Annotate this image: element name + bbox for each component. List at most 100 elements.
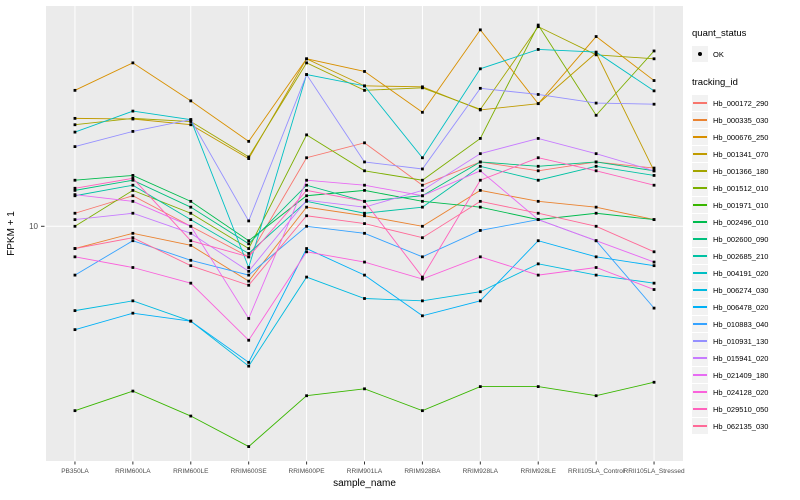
legend-item-label: Hb_001341_070 <box>713 149 769 159</box>
data-point <box>305 194 308 198</box>
data-point <box>363 160 366 164</box>
data-point <box>363 88 366 92</box>
data-point <box>421 224 424 228</box>
data-point <box>421 255 424 259</box>
data-point <box>131 231 135 235</box>
line-swatch-icon <box>692 299 708 315</box>
data-point <box>305 250 308 254</box>
legend-item-label: Hb_001971_010 <box>713 200 769 210</box>
legend-item-Hb_006274_030: Hb_006274_030 <box>692 282 798 298</box>
x-tick-label: RRIM928BA <box>404 468 441 475</box>
data-point <box>421 183 424 187</box>
data-point <box>421 314 424 318</box>
data-point <box>73 247 77 250</box>
line-swatch-icon <box>692 112 708 128</box>
data-point <box>594 255 598 259</box>
data-point <box>73 178 77 182</box>
legend-item-Hb_004191_020: Hb_004191_020 <box>692 265 798 281</box>
data-point <box>478 28 482 32</box>
data-point <box>363 387 366 391</box>
data-point <box>131 299 135 303</box>
data-point <box>131 211 135 215</box>
data-point <box>189 281 193 285</box>
data-point <box>247 266 251 269</box>
data-point <box>73 145 77 148</box>
data-point <box>189 118 193 122</box>
data-point <box>594 266 598 269</box>
data-point <box>363 199 366 203</box>
data-point <box>652 288 656 291</box>
legend-item-Hb_001341_070: Hb_001341_070 <box>692 146 798 162</box>
data-point <box>421 199 424 203</box>
data-point <box>73 328 77 332</box>
data-point <box>478 86 482 90</box>
data-point <box>536 385 540 388</box>
data-point <box>189 258 193 262</box>
legend-item-label: Hb_002685_210 <box>713 251 769 261</box>
data-point <box>73 186 77 190</box>
data-point <box>652 169 656 173</box>
data-point <box>594 169 598 173</box>
legend-item-label: Hb_002600_090 <box>713 234 769 244</box>
data-point <box>131 61 135 65</box>
data-point <box>189 199 193 203</box>
data-point <box>73 130 77 134</box>
legend-item-Hb_010883_040: Hb_010883_040 <box>692 316 798 332</box>
data-point <box>131 176 135 180</box>
data-point <box>73 88 77 92</box>
data-point <box>363 273 366 277</box>
data-point <box>421 205 424 209</box>
data-point <box>536 169 540 173</box>
data-point <box>131 236 135 240</box>
legend-item-Hb_002685_210: Hb_002685_210 <box>692 248 798 264</box>
x-tick-label: PB350LA <box>61 468 89 475</box>
data-point <box>305 214 308 218</box>
data-point <box>363 141 366 145</box>
data-point <box>247 139 251 143</box>
data-point <box>536 178 540 182</box>
data-point <box>478 229 482 232</box>
legend-item-label: Hb_001512_010 <box>713 183 769 193</box>
line-swatch-icon <box>692 163 708 179</box>
data-point <box>536 211 540 215</box>
data-point <box>478 199 482 203</box>
data-point <box>305 156 308 160</box>
line-swatch-icon <box>692 129 708 145</box>
data-point <box>73 116 77 120</box>
data-point <box>652 260 656 264</box>
x-tick-label: RRIM600PE <box>289 468 326 475</box>
data-point <box>131 116 135 120</box>
data-point <box>536 23 540 27</box>
data-point <box>478 188 482 192</box>
point-marker-icon <box>692 46 708 62</box>
legend-item-Hb_000335_030: Hb_000335_030 <box>692 112 798 128</box>
data-point <box>247 273 251 277</box>
legend-item-Hb_001366_180: Hb_001366_180 <box>692 163 798 179</box>
data-point <box>131 266 135 269</box>
data-point <box>536 262 540 266</box>
data-point <box>247 279 251 283</box>
data-point <box>363 260 366 264</box>
data-point <box>189 99 193 103</box>
legend: quant_status OK tracking_id Hb_000172_29… <box>692 28 798 435</box>
data-point <box>652 250 656 254</box>
data-point <box>421 110 424 114</box>
data-point <box>421 236 424 240</box>
legend-item-Hb_006478_020: Hb_006478_020 <box>692 299 798 315</box>
legend-item-Hb_024128_020: Hb_024128_020 <box>692 384 798 400</box>
x-axis-title: sample_name <box>333 478 396 489</box>
data-point <box>189 239 193 243</box>
data-point <box>305 133 308 137</box>
data-point <box>363 169 366 173</box>
data-point <box>189 211 193 215</box>
data-point <box>189 224 193 228</box>
data-point <box>189 264 193 268</box>
legend-item-Hb_002496_010: Hb_002496_010 <box>692 214 798 230</box>
legend-item-label: Hb_006274_030 <box>713 285 769 295</box>
data-point <box>247 242 251 246</box>
legend-item-label: Hb_015941_020 <box>713 353 769 363</box>
data-point <box>536 273 540 277</box>
data-point <box>363 211 366 215</box>
legend-item-label: Hb_024128_020 <box>713 387 769 397</box>
data-point <box>247 317 251 320</box>
